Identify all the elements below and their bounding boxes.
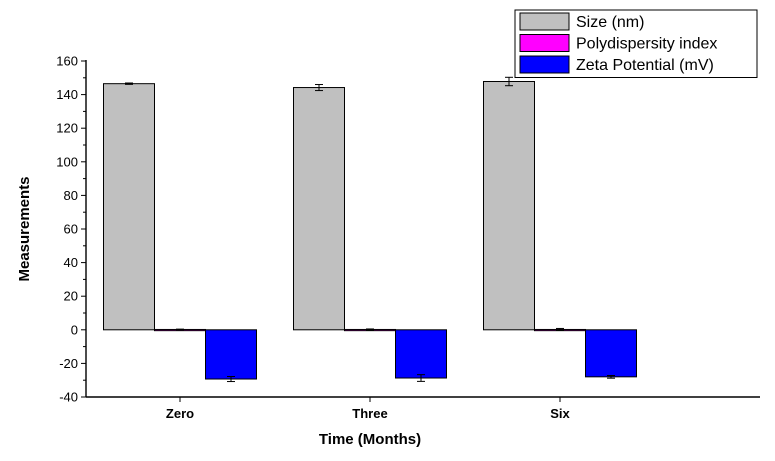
- bar: [585, 329, 637, 378]
- bar: [293, 87, 345, 331]
- bar: [395, 329, 447, 379]
- y-tick-label: 140: [56, 87, 78, 102]
- bars-layer: [103, 80, 637, 380]
- axes-layer: Zero Three Six -40 -20 0 20 40 60 80 100 120 140 160: [56, 54, 760, 421]
- legend-swatch: [519, 12, 570, 31]
- y-tick-label: 40: [64, 255, 78, 270]
- y-tick-label: -40: [59, 390, 78, 405]
- errorbars-layer: [125, 76, 615, 383]
- bar: [205, 329, 257, 380]
- y-axis-title: Measurements: [16, 176, 33, 281]
- y-tick-label: 60: [64, 222, 78, 237]
- x-axis-title: Time (Months): [319, 431, 421, 448]
- bar: [103, 83, 155, 331]
- legend-swatch: [519, 34, 570, 52]
- bar: [483, 80, 535, 331]
- y-tick-label: 20: [64, 289, 78, 304]
- x-tick-label: Six: [550, 406, 570, 421]
- x-tick-label: Zero: [166, 406, 194, 421]
- legend: Size (nm) Polydispersity index Zeta Potent…: [514, 9, 758, 78]
- y-tick-label: -20: [59, 356, 78, 371]
- x-tick-label: Three: [352, 406, 387, 421]
- legend-label: Size (nm): [576, 14, 644, 31]
- legend-label: Zeta Potential (mV): [576, 57, 714, 74]
- y-tick-label: 100: [56, 154, 78, 169]
- y-tick-label: 160: [56, 54, 78, 69]
- y-tick-label: 80: [64, 188, 78, 203]
- legend-label: Polydispersity index: [576, 36, 717, 53]
- legend-swatch: [519, 55, 570, 74]
- y-tick-label: 0: [71, 322, 78, 337]
- y-tick-label: 120: [56, 121, 78, 136]
